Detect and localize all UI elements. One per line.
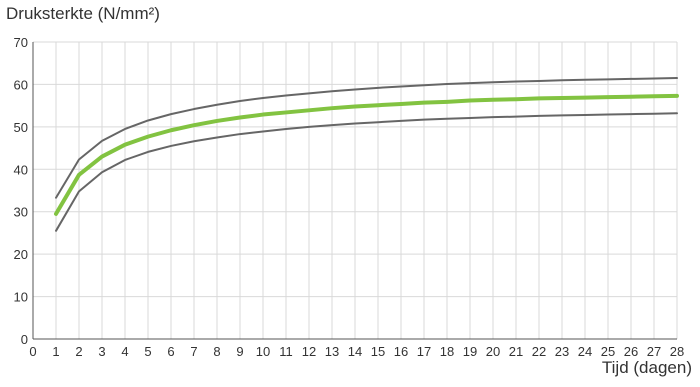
y-tick-label: 60	[14, 77, 28, 92]
x-tick-label: 25	[601, 344, 615, 359]
x-tick-label: 10	[256, 344, 270, 359]
x-tick-label: 9	[236, 344, 243, 359]
x-tick-label: 28	[670, 344, 684, 359]
y-tick-label: 10	[14, 290, 28, 305]
y-tick-label: 50	[14, 120, 28, 135]
x-tick-label: 15	[371, 344, 385, 359]
x-tick-label: 18	[440, 344, 454, 359]
x-tick-label: 6	[167, 344, 174, 359]
y-tick-label: 30	[14, 205, 28, 220]
x-tick-label: 13	[325, 344, 339, 359]
x-tick-label: 7	[190, 344, 197, 359]
y-tick-label: 20	[14, 247, 28, 262]
x-tick-label: 1	[52, 344, 59, 359]
x-tick-label: 20	[486, 344, 500, 359]
series-line-lower	[55, 112, 678, 232]
x-tick-label: 0	[29, 344, 36, 359]
x-tick-label: 26	[624, 344, 638, 359]
x-tick-label: 14	[348, 344, 362, 359]
x-tick-label: 23	[555, 344, 569, 359]
x-tick-label: 19	[463, 344, 477, 359]
y-tick-label: 70	[14, 35, 28, 50]
x-tick-label: 5	[144, 344, 151, 359]
x-tick-label: 3	[98, 344, 105, 359]
x-tick-label: 17	[417, 344, 431, 359]
y-tick-label: 40	[14, 162, 28, 177]
x-tick-label: 22	[532, 344, 546, 359]
x-axis-label: Tijd (dagen)	[601, 358, 692, 377]
series-line-mean	[54, 93, 679, 216]
x-tick-label: 8	[213, 344, 220, 359]
x-tick-label: 27	[647, 344, 661, 359]
x-tick-label: 11	[279, 344, 293, 359]
y-tick-label: 0	[21, 332, 28, 347]
y-axis-label: Druksterkte (N/mm²)	[6, 4, 160, 23]
x-tick-label: 12	[302, 344, 316, 359]
series-line-upper	[55, 77, 678, 199]
x-tick-label: 24	[578, 344, 592, 359]
x-tick-label: 2	[75, 344, 82, 359]
x-tick-label: 16	[394, 344, 408, 359]
x-tick-label: 4	[121, 344, 128, 359]
x-tick-label: 21	[509, 344, 523, 359]
